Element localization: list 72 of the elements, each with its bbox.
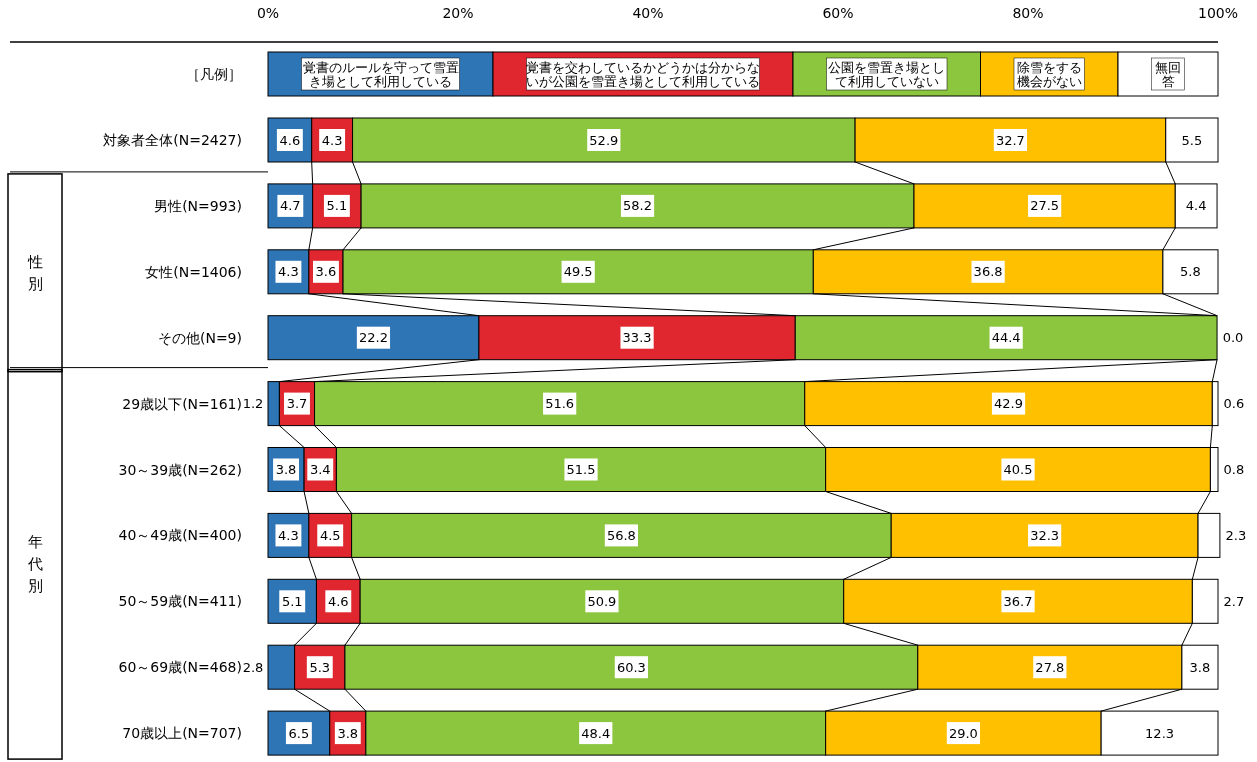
x-tick-label: 80% bbox=[1012, 5, 1044, 21]
data-label: 4.3 bbox=[278, 264, 299, 280]
data-label: 2.3 bbox=[1225, 527, 1247, 543]
data-label: 49.5 bbox=[563, 264, 593, 280]
text: ［凡例］ bbox=[186, 66, 242, 82]
data-label: 4.4 bbox=[1185, 198, 1207, 214]
data-label: 60.3 bbox=[616, 659, 646, 675]
data-label: 58.2 bbox=[623, 198, 653, 214]
data-label: 40.5 bbox=[1003, 462, 1033, 477]
data-label: 36.7 bbox=[1003, 593, 1033, 609]
data-label: 3.8 bbox=[337, 725, 359, 741]
data-label: 42.9 bbox=[994, 396, 1023, 412]
data-label: 27.8 bbox=[1035, 659, 1065, 675]
x-tick-label: 60% bbox=[822, 5, 854, 21]
data-label: 5.3 bbox=[309, 659, 331, 675]
data-label: 52.9 bbox=[589, 132, 619, 148]
data-label: 0.6 bbox=[1223, 396, 1245, 412]
data-label: 51.5 bbox=[566, 462, 596, 477]
y-tick-label: その他(N=9) bbox=[157, 329, 242, 346]
y-tick-label: 50～59歳(N=411) bbox=[118, 593, 242, 610]
data-label: 3.7 bbox=[286, 396, 308, 412]
data-label: 4.6 bbox=[279, 132, 301, 148]
data-label: 29.0 bbox=[948, 725, 978, 741]
x-tick-label: 100% bbox=[1197, 5, 1239, 21]
data-label: 3.6 bbox=[315, 264, 337, 280]
text: 覚書のルールを守って雪置き場として利用している bbox=[302, 59, 459, 89]
data-label: 50.9 bbox=[587, 593, 617, 609]
data-label: 22.2 bbox=[358, 330, 388, 346]
data-label: 36.8 bbox=[973, 264, 1003, 280]
text: 公園を雪置き場として利用していない bbox=[828, 59, 946, 89]
data-label: 0.0 bbox=[1222, 330, 1244, 346]
data-label: 0.8 bbox=[1223, 462, 1245, 477]
data-label: 44.4 bbox=[991, 330, 1021, 346]
data-label: 5.8 bbox=[1180, 264, 1201, 280]
data-label: 27.5 bbox=[1030, 198, 1060, 214]
data-label: 4.6 bbox=[327, 593, 349, 609]
y-tick-label: 対象者全体(N=2427) bbox=[103, 132, 242, 148]
data-label: 5.5 bbox=[1181, 132, 1203, 148]
y-tick-label: 70歳以上(N=707) bbox=[122, 725, 242, 742]
text: 年代別 bbox=[26, 533, 43, 596]
data-label: 1.2 bbox=[242, 396, 264, 412]
y-tick-label: 40～49歳(N=400) bbox=[118, 527, 242, 544]
data-label: 56.8 bbox=[606, 527, 636, 543]
data-label: 2.7 bbox=[1223, 593, 1245, 609]
data-label: 4.5 bbox=[319, 527, 341, 543]
data-label: 3.8 bbox=[1189, 659, 1211, 675]
y-tick-label: 男性(N=993) bbox=[154, 197, 242, 214]
text: 性別 bbox=[26, 252, 43, 293]
data-label: 4.7 bbox=[279, 198, 301, 214]
y-tick-label: 女性(N=1406) bbox=[145, 263, 242, 280]
text: 除雪をする機会がない bbox=[1016, 59, 1082, 89]
data-label: 2.8 bbox=[242, 659, 264, 675]
data-label: 32.3 bbox=[1030, 527, 1060, 543]
y-tick-label: 30～39歳(N=262) bbox=[118, 461, 242, 478]
data-label: 48.4 bbox=[581, 725, 611, 741]
x-tick-label: 0% bbox=[256, 5, 280, 21]
data-label: 3.8 bbox=[275, 462, 297, 477]
data-label: 33.3 bbox=[622, 330, 652, 346]
data-label: 5.1 bbox=[281, 593, 303, 609]
y-tick-label: 29歳以下(N=161) bbox=[122, 395, 242, 412]
data-label: 6.5 bbox=[288, 725, 310, 741]
text: 無回答 bbox=[1155, 59, 1181, 89]
y-tick-label: 60～69歳(N=468) bbox=[118, 659, 242, 676]
data-label: 12.3 bbox=[1145, 725, 1175, 741]
data-label: 32.7 bbox=[995, 132, 1025, 148]
data-label: 5.1 bbox=[326, 198, 348, 214]
data-label: 51.6 bbox=[545, 396, 575, 412]
x-tick-label: 40% bbox=[632, 5, 664, 21]
data-label: 4.3 bbox=[321, 132, 343, 148]
x-tick-label: 20% bbox=[442, 5, 474, 21]
data-label: 4.3 bbox=[278, 527, 299, 543]
data-label: 3.4 bbox=[309, 462, 331, 477]
